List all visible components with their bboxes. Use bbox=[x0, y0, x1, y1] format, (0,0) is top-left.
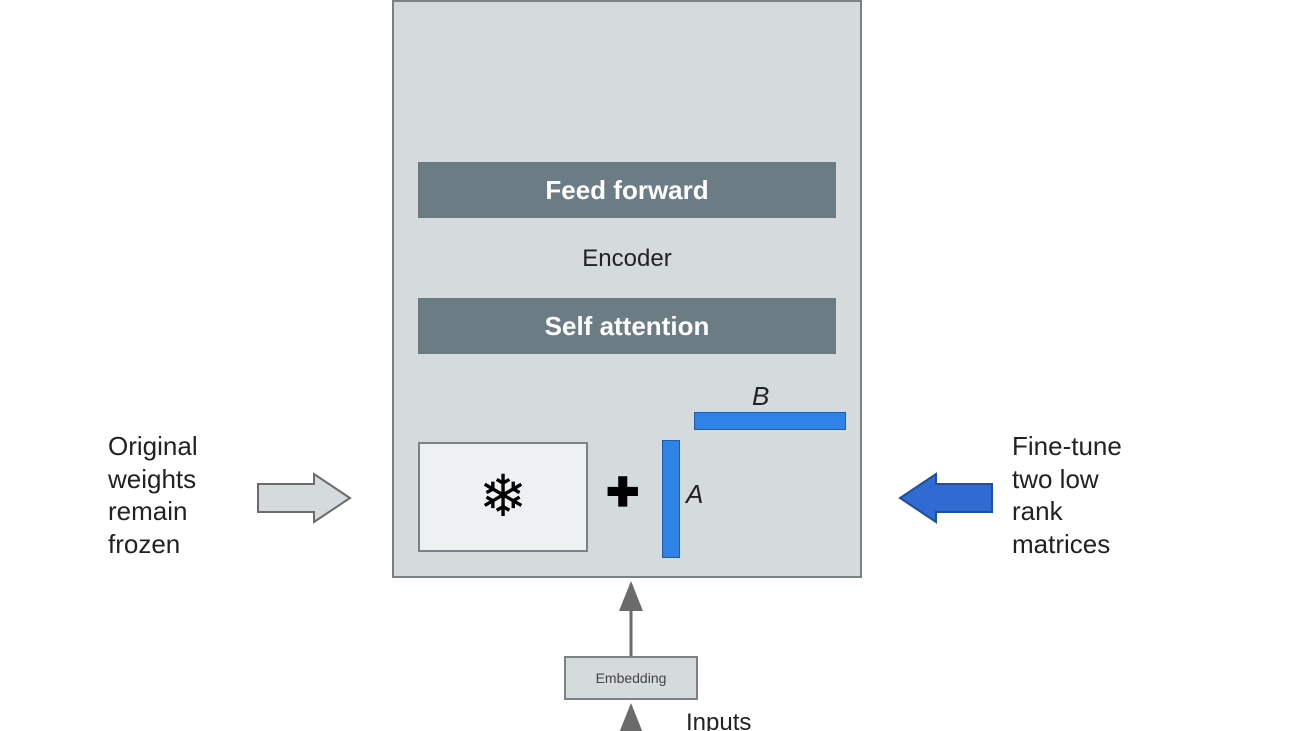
plus-icon: ✚ bbox=[606, 470, 640, 516]
arrow-left-icon bbox=[258, 474, 350, 522]
annotation-left-line: weights bbox=[108, 463, 198, 496]
diagram-canvas: Feed forward Encoder Self attention ❄ ✚ … bbox=[0, 0, 1300, 731]
self-attention-block: Self attention bbox=[418, 298, 836, 354]
annotation-left: Original weights remain frozen bbox=[108, 430, 198, 560]
frozen-weights-box: ❄ bbox=[418, 442, 588, 552]
annotation-right-line: matrices bbox=[1012, 528, 1122, 561]
embedding-block: Embedding bbox=[564, 656, 698, 700]
inputs-label: Inputs bbox=[686, 708, 751, 731]
lora-matrix-b-label: B bbox=[752, 380, 769, 413]
annotation-left-line: remain bbox=[108, 495, 198, 528]
arrow-right-icon bbox=[900, 474, 992, 522]
embedding-label: Embedding bbox=[596, 670, 667, 686]
annotation-right-line: two low bbox=[1012, 463, 1122, 496]
annotation-left-line: frozen bbox=[108, 528, 198, 561]
feed-forward-block: Feed forward bbox=[418, 162, 836, 218]
feed-forward-label: Feed forward bbox=[545, 175, 708, 206]
annotation-right-line: Fine-tune bbox=[1012, 430, 1122, 463]
annotation-right-line: rank bbox=[1012, 495, 1122, 528]
annotation-right: Fine-tune two low rank matrices bbox=[1012, 430, 1122, 560]
snowflake-icon: ❄ bbox=[479, 468, 528, 526]
encoder-title: Encoder bbox=[392, 244, 862, 274]
lora-matrix-a bbox=[662, 440, 680, 558]
lora-matrix-a-label: A bbox=[686, 478, 703, 511]
self-attention-label: Self attention bbox=[545, 311, 710, 342]
lora-matrix-b bbox=[694, 412, 846, 430]
annotation-left-line: Original bbox=[108, 430, 198, 463]
